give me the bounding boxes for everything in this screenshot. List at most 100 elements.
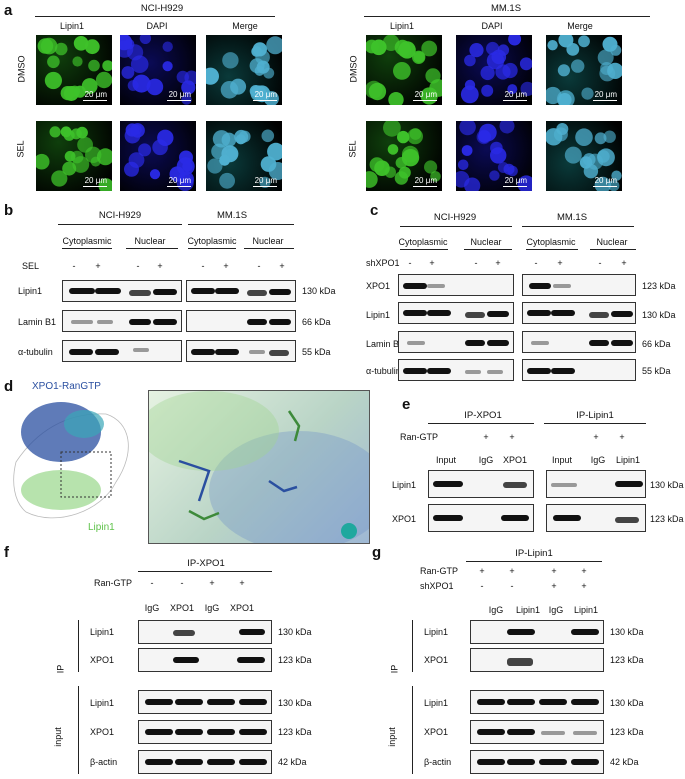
micrograph-h929-dmso-merge: 20 μm [206, 35, 282, 105]
g-ip-label: IP [389, 664, 400, 674]
c-blot-mm1s-tubulin [522, 359, 636, 381]
cell-mark [212, 130, 231, 148]
cell-mark [490, 147, 507, 164]
cell-mark [546, 128, 563, 146]
c-kda: 55 kDa [642, 366, 671, 376]
cell-mark [519, 57, 532, 71]
cell-mark [267, 142, 282, 161]
panel-label-e: e [402, 396, 411, 413]
cell-mark [76, 126, 88, 139]
f-blot-input-lipin1 [138, 690, 272, 714]
c-blot-h929-tubulin [398, 359, 514, 381]
c-blot-mm1s-lipin1 [522, 302, 636, 324]
micrograph-mm1s-dmso-merge: 20 μm [546, 35, 622, 105]
g-treatment-sh: shXPO1 [420, 581, 454, 591]
cell-mark [37, 38, 54, 54]
cell-mark [610, 44, 622, 56]
cell-mark [397, 130, 410, 144]
e-lane: Input [551, 455, 573, 465]
e-kda: 123 kDa [650, 514, 684, 524]
c-row-label: Lipin1 [366, 310, 391, 320]
cell-line-title-mm1s: MM.1S [490, 3, 522, 14]
b-sign: - [136, 261, 140, 271]
b-fraction-nuc-mm1s: Nuclear [252, 236, 284, 246]
b-sign: - [72, 261, 76, 271]
micrograph-mm1s-dmso-lipin1: 20 μm [366, 35, 442, 105]
cell-mark [486, 52, 505, 70]
b-blot-mm1s-lipin1 [186, 280, 296, 302]
b-row-label: Lamin B1 [18, 317, 57, 327]
cell-mark [495, 64, 511, 80]
channel-header-lipin1: Lipin1 [59, 21, 85, 31]
b-sign: - [201, 261, 205, 271]
e-lane: IgG [590, 455, 606, 465]
cell-mark [128, 152, 145, 168]
cell-mark [219, 172, 235, 189]
f-row-label: Lipin1 [90, 698, 115, 708]
b-fraction-nuc-h929: Nuclear [134, 236, 166, 246]
micrograph-h929-sel-merge: 20 μm [206, 121, 282, 191]
c-kda: 66 kDa [642, 339, 671, 349]
cell-mark [256, 60, 270, 74]
cell-mark [146, 78, 164, 96]
g-row-label: β-actin [424, 757, 452, 767]
f-sign: - [180, 578, 184, 588]
cell-mark [430, 171, 441, 182]
cell-mark [578, 35, 590, 48]
c-cell-line-h929: NCI-H929 [433, 212, 477, 223]
b-cell-line-mm1s: MM.1S [216, 210, 248, 221]
c-sign: + [557, 258, 563, 268]
g-row-label: XPO1 [424, 727, 449, 737]
cell-mark [594, 176, 611, 191]
d-protein-a-label: XPO1-RanGTP [32, 381, 101, 392]
cell-mark [460, 85, 479, 104]
b-blot-h929-laminb1 [62, 310, 182, 332]
panel-label-c: c [370, 202, 379, 219]
f-kda: 130 kDa [278, 698, 312, 708]
b-rule-cyto-mm1s [188, 248, 236, 249]
cell-mark [499, 121, 515, 134]
e-sign: + [509, 432, 515, 442]
g-blot-ip-lipin1 [470, 620, 604, 644]
e-rule-left [428, 423, 534, 424]
g-sign-ran: + [479, 566, 485, 576]
cell-mark [162, 61, 173, 72]
b-blot-h929-lipin1 [62, 280, 182, 302]
cell-mark [371, 39, 387, 56]
c-blot-mm1s-xpo1 [522, 274, 636, 296]
cell-mark [387, 144, 399, 155]
cell-mark [169, 166, 185, 182]
g-ip-bracket [412, 620, 413, 672]
cell-mark [557, 64, 570, 77]
b-row-label: Lipin1 [18, 286, 43, 296]
e-row-label: XPO1 [392, 514, 417, 524]
c-sign: - [598, 258, 602, 268]
f-row-label: Lipin1 [90, 627, 115, 637]
f-lane: XPO1 [169, 603, 195, 613]
c-fraction-nuc-h929: Nuclear [470, 237, 502, 247]
c-treatment-label: shXPO1 [366, 258, 400, 268]
f-ip-label: IP [55, 664, 66, 674]
cell-mark [121, 66, 135, 79]
f-blot-ip-xpo1 [138, 648, 272, 672]
cell-mark [127, 80, 139, 91]
panel-label-d: d [4, 378, 14, 395]
cell-mark [266, 36, 282, 55]
cell-mark [63, 129, 75, 141]
title-rule-mm1s [364, 16, 650, 17]
e-sign: + [593, 432, 599, 442]
g-sign-ran: + [581, 566, 587, 576]
b-cell-line-h929: NCI-H929 [98, 210, 142, 221]
c-rule-nuc-h929 [464, 249, 512, 250]
f-lane: XPO1 [229, 603, 255, 613]
g-row-label: Lipin1 [424, 627, 449, 637]
b-row-label: α-tubulin [18, 347, 53, 357]
d-protein-b-label: Lipin1 [88, 522, 115, 533]
c-fraction-cyto-h929: Cytoplasmic [398, 237, 448, 247]
cell-mark [152, 139, 168, 156]
f-kda: 123 kDa [278, 655, 312, 665]
e-blot-left-lipin1 [428, 470, 534, 498]
g-row-label: XPO1 [424, 655, 449, 665]
d-docking-zoom-view [148, 390, 370, 544]
cell-mark [456, 171, 470, 188]
